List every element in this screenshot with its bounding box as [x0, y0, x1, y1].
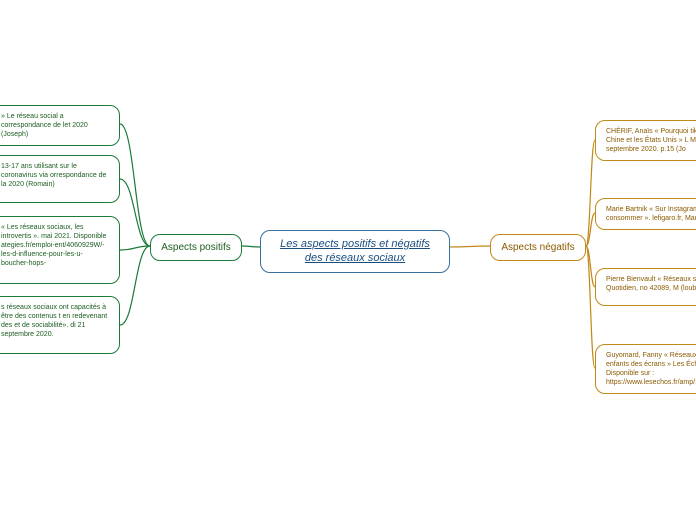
- center-topic[interactable]: Les aspects positifs et négatifs des rés…: [260, 230, 450, 273]
- leaf-negatif-2[interactable]: Pierre Bienvault « Réseaux socia parallè…: [595, 268, 696, 306]
- leaf-negatif-0[interactable]: CHÉRIF, Anaïs « Pourquoi tiktok s entre …: [595, 120, 696, 161]
- leaf-negatif-3[interactable]: Guyomard, Fanny « Réseaux, harc nos enfa…: [595, 344, 696, 394]
- leaf-positif-2[interactable]: « Les réseaux sociaux, les introvertis »…: [0, 216, 120, 284]
- leaf-negatif-1[interactable]: Marie Bartnik « Sur Instagram les consom…: [595, 198, 696, 230]
- leaf-positif-3[interactable]: s réseaux sociaux ont capacités à être d…: [0, 296, 120, 354]
- branch-positifs[interactable]: Aspects positifs: [150, 234, 242, 261]
- leaf-positif-0[interactable]: » Le réseau social a correspondance de l…: [0, 105, 120, 146]
- leaf-positif-1[interactable]: 13-17 ans utilisant sur le coronavirus v…: [0, 155, 120, 203]
- branch-negatifs[interactable]: Aspects négatifs: [490, 234, 586, 261]
